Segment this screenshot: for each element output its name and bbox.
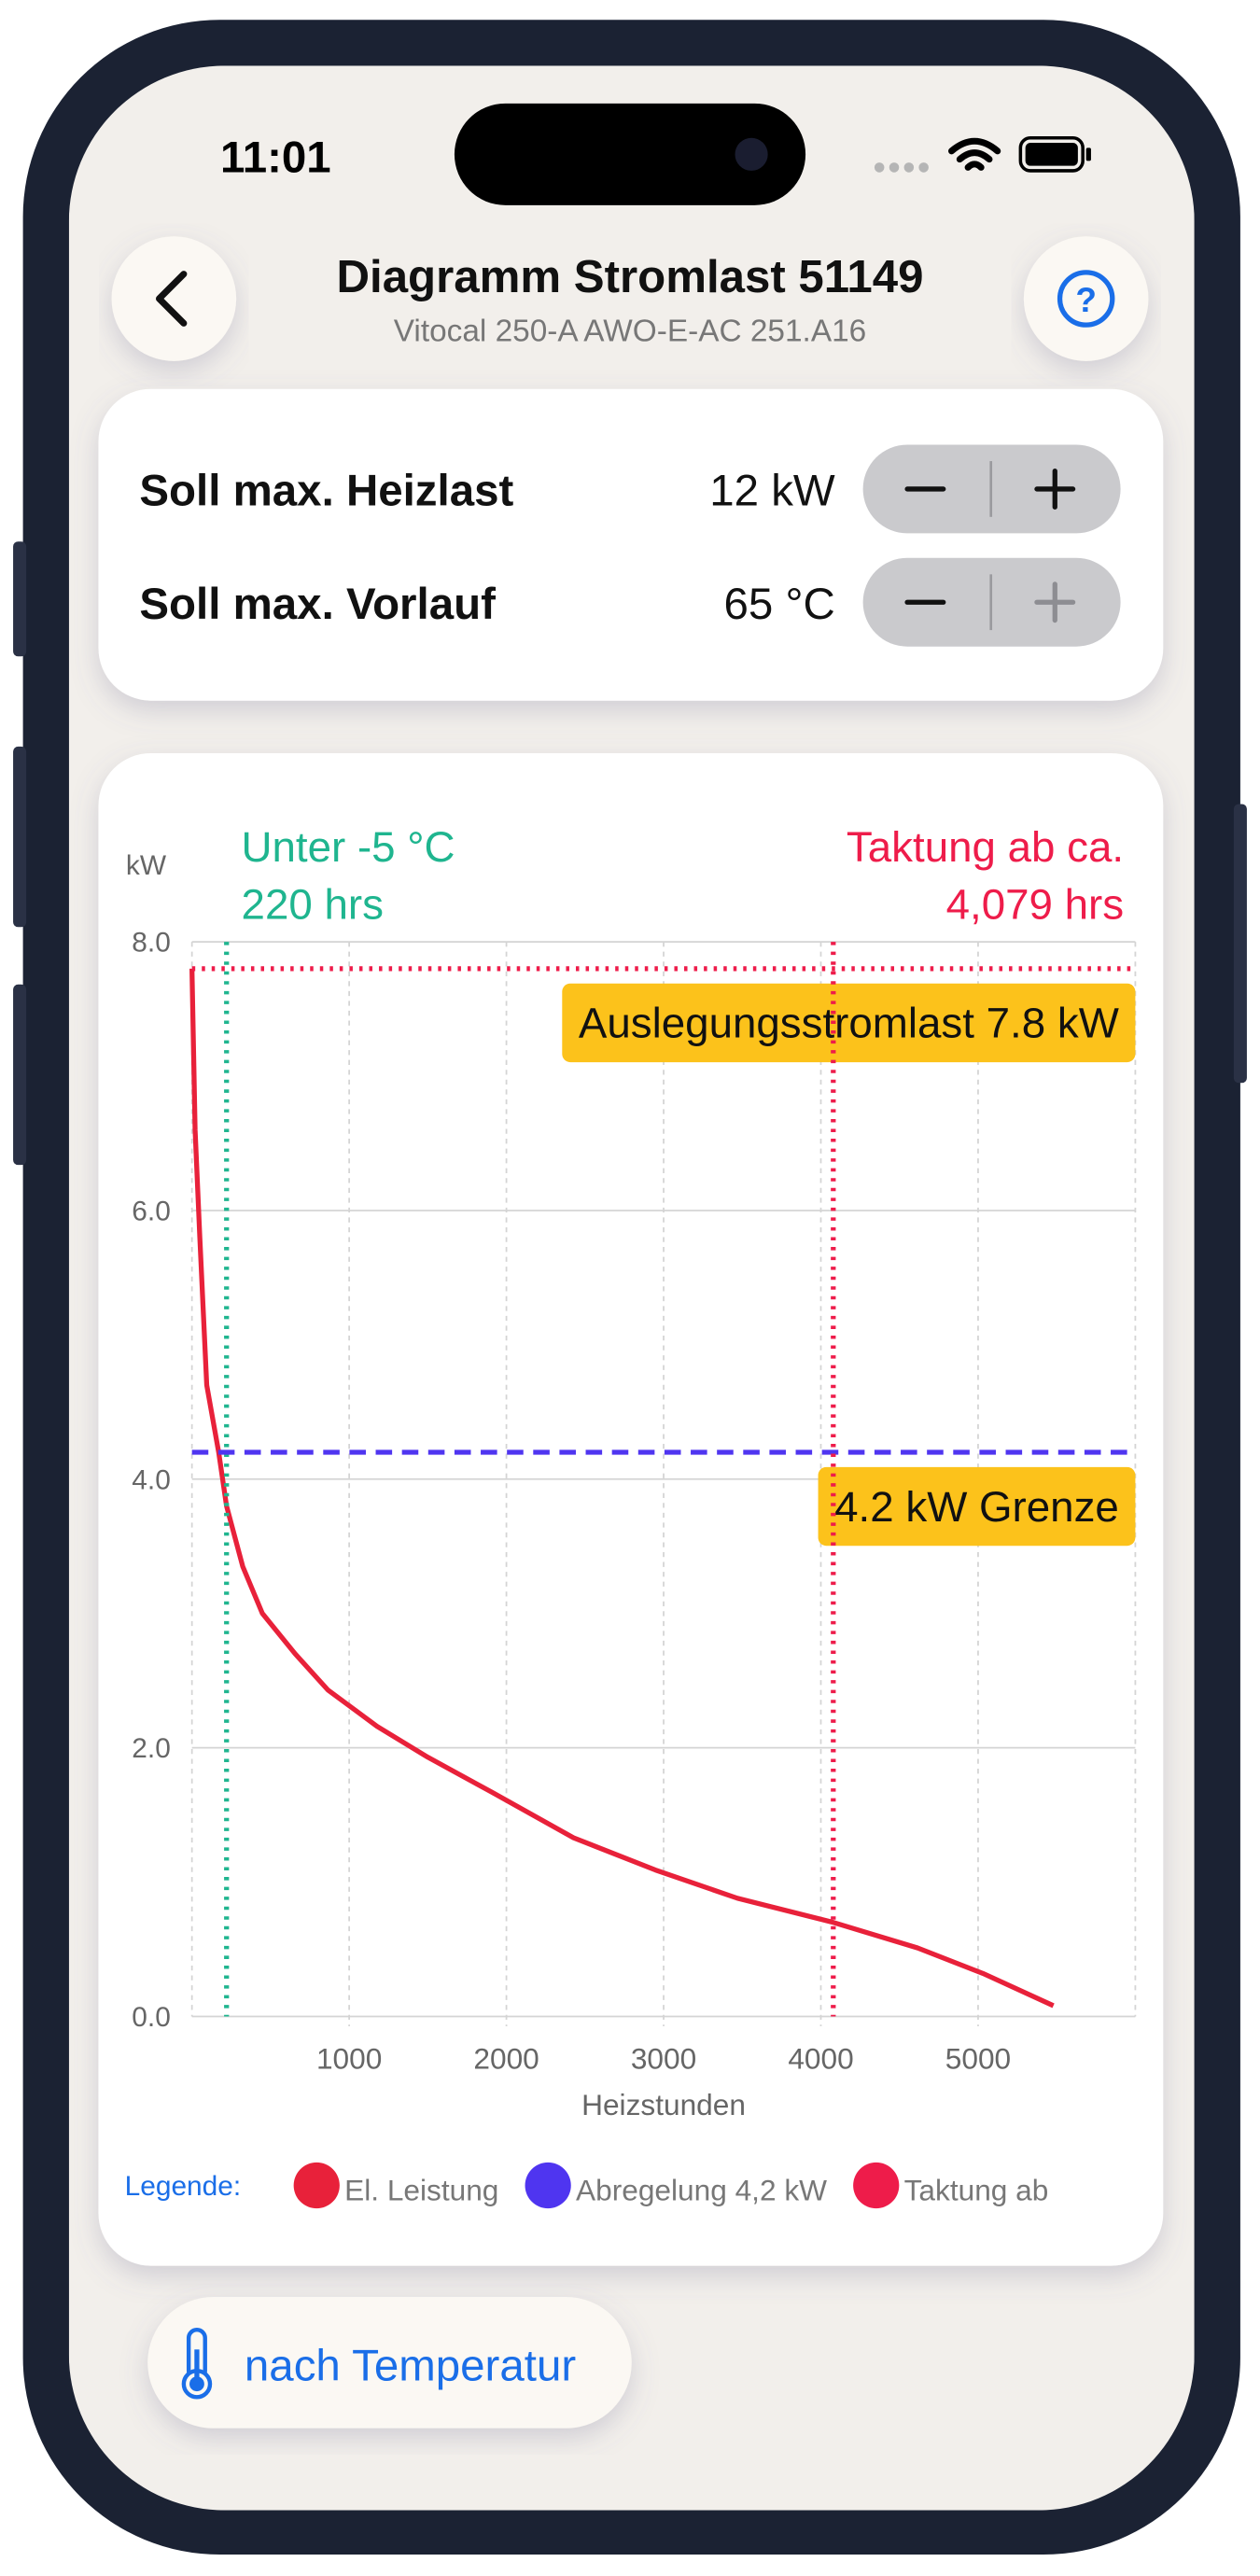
plus-button (1034, 581, 1076, 623)
thermometer-icon (181, 2328, 213, 2400)
settings-card (98, 388, 1164, 701)
side-button (13, 746, 27, 928)
subtitle: Vitocal 250-A AWO-E-AC 251.A16 (394, 315, 866, 349)
camera (735, 137, 768, 171)
legend-marker (853, 2162, 900, 2209)
setting-value: 12 kW (709, 467, 835, 516)
rule-annotation: Taktung ab ca. (847, 823, 1124, 871)
y-tick-label: 2.0 (132, 1733, 171, 1764)
side-button (13, 541, 27, 657)
legend-title: Legende: (125, 2171, 242, 2202)
x-tick-label: 3000 (631, 2042, 696, 2076)
setting-label: Soll max. Heizlast (139, 467, 513, 516)
temperature-button[interactable] (147, 2297, 632, 2429)
battery (1018, 136, 1085, 173)
y-tick-label: 0.0 (132, 2002, 171, 2033)
rule-label: 4.2 kW Grenze (834, 1483, 1119, 1531)
dynamic-island (454, 103, 806, 205)
battery-tip (1085, 147, 1091, 161)
rule-label: Auslegungsstromlast 7.8 kW (579, 1000, 1119, 1047)
help-glyph: ? (1075, 281, 1097, 319)
status-time: 11:01 (220, 133, 331, 183)
rule-label-box (818, 1466, 1136, 1547)
temperature-button-label: nach Temperatur (245, 2342, 576, 2391)
rule-label-box (562, 983, 1136, 1063)
legend-label: Abregelung 4,2 kW (576, 2173, 827, 2206)
x-tick-label: 1000 (316, 2042, 382, 2076)
legend-label: Taktung ab (904, 2173, 1049, 2206)
help-button[interactable] (1023, 236, 1149, 361)
y-tick-label: 4.0 (132, 1464, 171, 1495)
y-tick-label: 6.0 (132, 1196, 171, 1226)
setting-value: 65 °C (724, 580, 835, 629)
setting-label: Soll max. Vorlauf (139, 580, 496, 629)
title: Diagramm Stromlast 51149 (336, 251, 923, 302)
x-tick-label: 4000 (788, 2042, 853, 2076)
rule-annotation: 4,079 hrs (946, 880, 1125, 928)
side-button (1233, 804, 1247, 1084)
wifi-icon (948, 137, 1001, 171)
back-icon (155, 271, 188, 327)
battery-level (1025, 143, 1078, 166)
plus-button[interactable] (1034, 468, 1076, 510)
legend-marker (293, 2162, 340, 2209)
rule-annotation: 220 hrs (242, 880, 384, 928)
signal (874, 162, 929, 173)
series-line (189, 968, 1055, 2009)
x-tick-label: 5000 (945, 2042, 1011, 2076)
help-icon (1057, 270, 1115, 328)
legend-marker (525, 2162, 571, 2209)
chart-card (98, 752, 1164, 2266)
side-button (13, 984, 27, 1166)
back-button[interactable] (111, 236, 237, 361)
rule-annotation: Unter -5 °C (242, 823, 455, 871)
y-axis-label: kW (126, 850, 167, 881)
x-tick-label: 2000 (473, 2042, 539, 2076)
legend-label: El. Leistung (344, 2173, 498, 2206)
y-tick-label: 8.0 (132, 928, 171, 959)
x-axis-label: Heizstunden (581, 2088, 746, 2121)
